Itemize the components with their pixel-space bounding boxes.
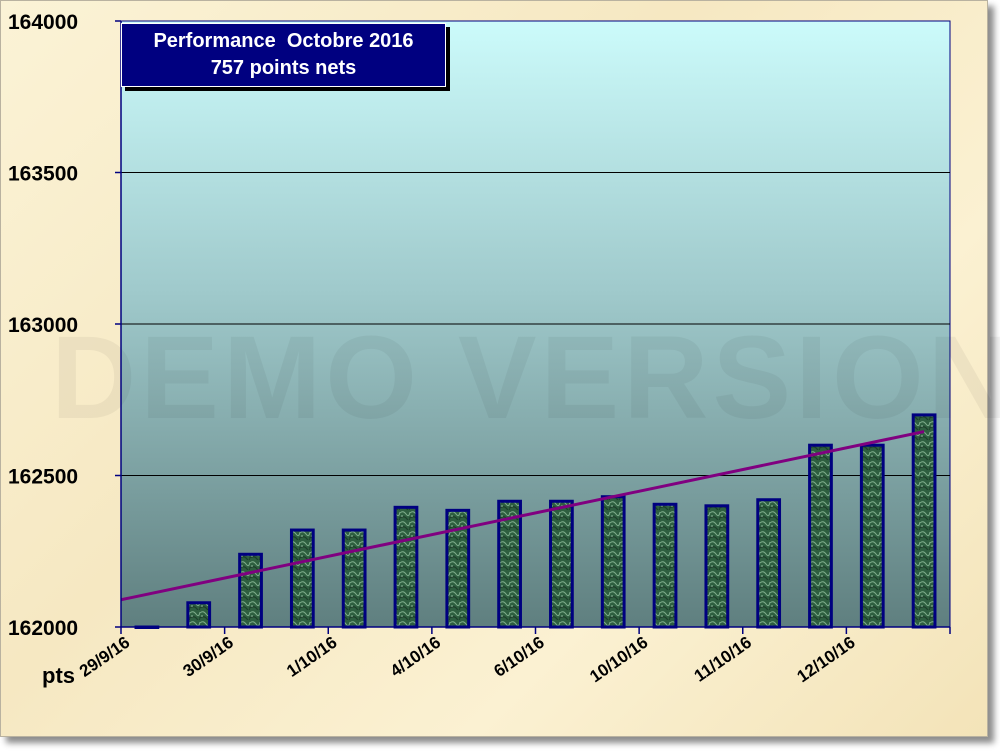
bar	[393, 505, 419, 629]
x-tick-label: 1/10/16	[283, 633, 340, 681]
x-tick-label: 29/9/16	[76, 633, 133, 681]
y-tick-label: 162000	[8, 617, 78, 640]
watermark: DEMO VERSION	[51, 312, 1000, 444]
chart-title: Performance Octobre 2016	[153, 30, 414, 52]
x-tick-label: 4/10/16	[387, 633, 444, 681]
y-tick-label: 163500	[8, 163, 78, 186]
bar	[652, 502, 678, 629]
x-tick-label: 30/9/16	[180, 633, 237, 681]
bar	[756, 498, 782, 629]
bar	[549, 499, 574, 629]
y-tick-label: 164000	[8, 11, 78, 34]
bar	[289, 528, 315, 629]
chart-title-box: Performance Octobre 2016 757 points nets	[121, 23, 446, 87]
trend-line	[120, 430, 925, 602]
y-tick-label: 162500	[8, 466, 78, 489]
y-axis-unit-label: pts	[42, 663, 75, 688]
bar	[600, 495, 626, 629]
bars	[134, 413, 937, 629]
bar	[238, 552, 263, 629]
x-tick-label: 12/10/16	[794, 633, 859, 687]
bar	[341, 528, 367, 629]
bar	[911, 413, 937, 629]
bar	[808, 443, 833, 629]
x-tick-label: 6/10/16	[490, 633, 547, 681]
x-axis-ticks: 29/9/16 30/9/16 1/10/16 4/10/16 6/10/16 10/10…	[76, 627, 951, 687]
x-tick-label: 11/10/16	[691, 633, 755, 686]
bar	[186, 601, 212, 629]
y-tick-label: 163000	[8, 314, 78, 337]
y-axis-ticks: 162000 162500 163000 163500 164000	[8, 11, 121, 640]
chart-subtitle: 757 points nets	[210, 57, 357, 79]
bar	[704, 504, 730, 629]
x-tick-label: 10/10/16	[586, 633, 651, 687]
bar	[859, 443, 885, 629]
